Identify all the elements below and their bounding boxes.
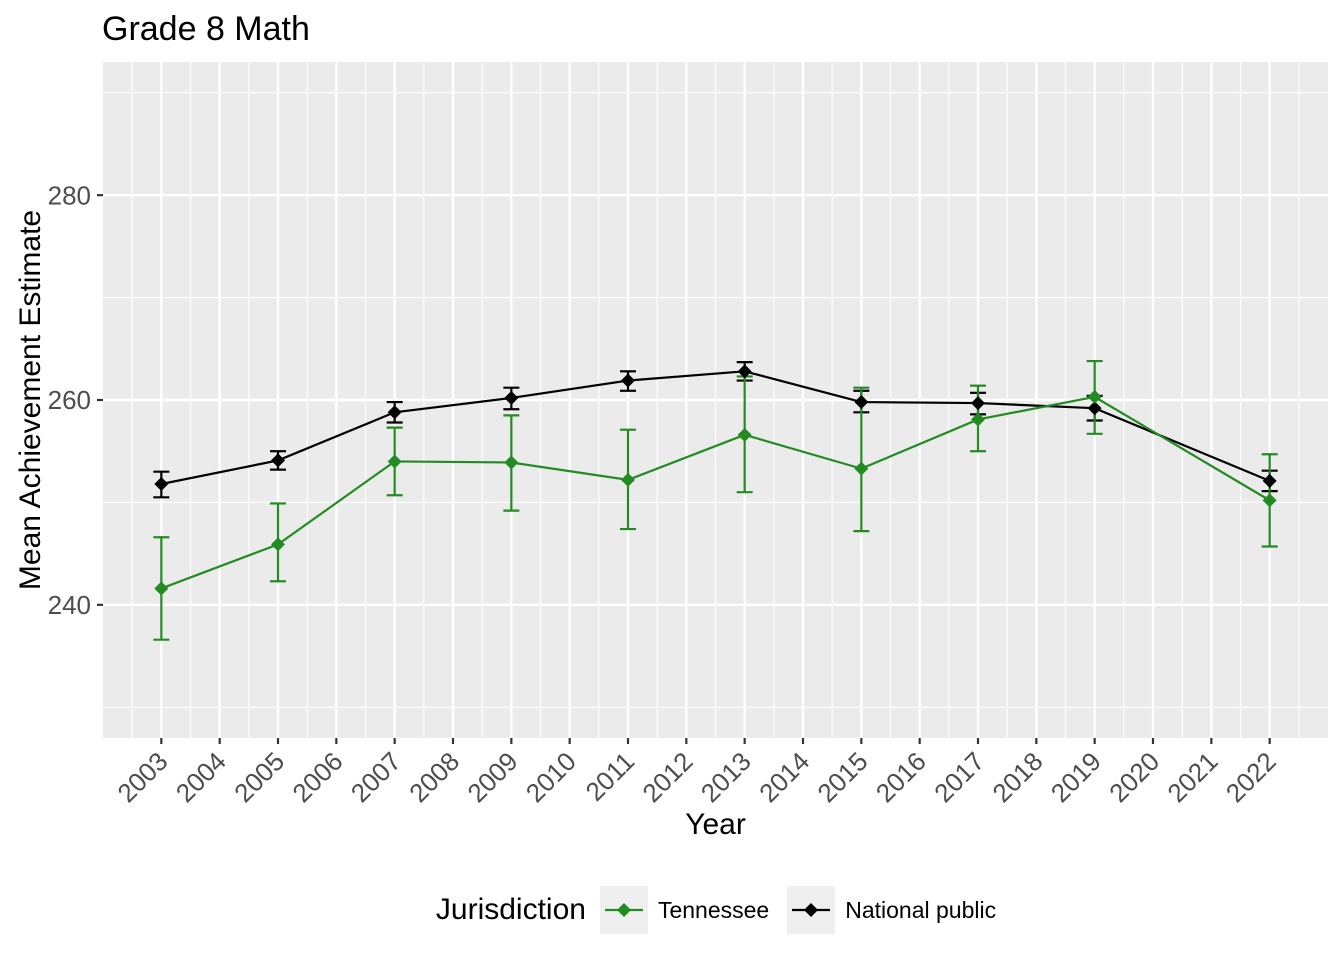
legend-key-tennessee <box>599 886 648 934</box>
data-point-national-public <box>1087 401 1102 416</box>
x-tick-label: 2014 <box>753 746 815 808</box>
x-tick-label: 2019 <box>1045 746 1107 808</box>
data-point-tennessee <box>1087 389 1102 404</box>
series-line-tennessee <box>160 395 1271 590</box>
data-point-national-public <box>621 373 635 388</box>
legend-title: Jurisdiction <box>435 893 586 926</box>
data-point-national-public <box>271 453 285 468</box>
y-tick-label: 260 <box>48 385 91 415</box>
legend-key-national-public <box>787 886 836 934</box>
x-axis-title: Year <box>685 808 746 841</box>
data-point-national-public <box>387 405 402 420</box>
data-point-tennessee <box>504 455 519 470</box>
data-point-national-public <box>504 390 519 405</box>
x-tick-label: 2010 <box>520 746 582 808</box>
x-tick-label: 2008 <box>403 746 465 808</box>
line-point-symbol-icon <box>604 903 643 917</box>
data-point-national-public <box>154 476 169 491</box>
x-tick-label: 2006 <box>286 746 348 808</box>
data-point-national-public <box>971 396 985 411</box>
x-tick-label: 2021 <box>1161 746 1223 808</box>
legend-item-tennessee: Tennessee <box>599 886 770 934</box>
x-tick-label: 2012 <box>636 746 698 808</box>
x-tick-label: 2007 <box>345 746 407 808</box>
legend: Jurisdiction Tennessee National public <box>0 886 1344 934</box>
y-tick-label: 240 <box>48 590 91 620</box>
chart-title: Grade 8 Math <box>102 10 310 48</box>
x-tick-label: 2009 <box>461 746 523 808</box>
data-point-tennessee <box>737 427 752 442</box>
data-point-tennessee <box>271 537 285 552</box>
data-point-national-public <box>854 395 869 410</box>
data-point-tennessee <box>854 461 869 476</box>
series-line-national-public <box>161 370 1271 486</box>
legend-item-national-public: National public <box>787 886 996 934</box>
line-point-symbol-icon <box>792 903 831 917</box>
legend-label-national-public: National public <box>845 896 997 923</box>
data-point-national-public <box>1262 473 1277 488</box>
data-point-national-public <box>737 364 752 379</box>
x-tick-label: 2016 <box>870 746 932 808</box>
x-tick-label: 2003 <box>111 746 173 808</box>
legend-label-tennessee: Tennessee <box>657 896 770 923</box>
data-point-tennessee <box>971 412 985 427</box>
x-tick-label: 2005 <box>228 746 290 808</box>
data-point-tennessee <box>387 454 402 469</box>
data-point-tennessee <box>1262 493 1277 508</box>
x-tick-label: 2022 <box>1220 746 1282 808</box>
x-tick-label: 2020 <box>1103 746 1165 808</box>
data-point-tennessee <box>621 472 635 487</box>
y-axis-title: Mean Achievement Estimate <box>14 209 47 591</box>
x-tick-label: 2018 <box>986 746 1048 808</box>
y-tick-label: 280 <box>48 180 91 210</box>
x-tick-label: 2015 <box>811 746 873 808</box>
x-tick-label: 2013 <box>695 746 757 808</box>
data-point-tennessee <box>154 581 169 596</box>
x-tick-label: 2017 <box>928 746 990 808</box>
x-tick-label: 2004 <box>170 746 232 808</box>
x-tick-label: 2011 <box>579 746 640 807</box>
